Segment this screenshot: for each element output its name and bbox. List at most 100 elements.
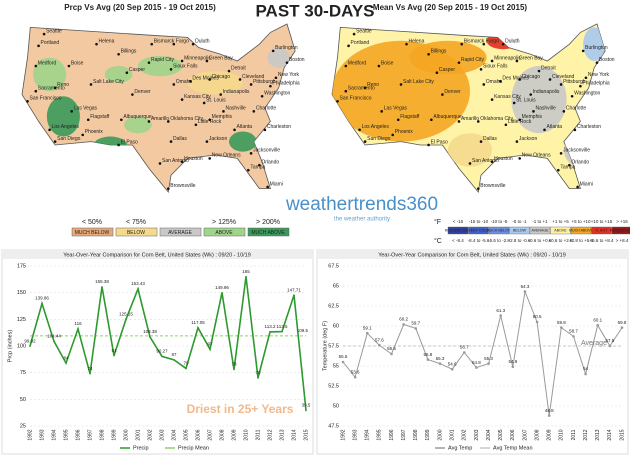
- city-label: Helena: [99, 38, 115, 44]
- city-label: Las Vegas: [74, 106, 98, 112]
- city-label: Oklahoma City: [170, 116, 203, 122]
- city-dot: [120, 118, 123, 122]
- city-label: Sacramento: [348, 86, 375, 92]
- city-label: Reno: [57, 82, 69, 88]
- city-label: Charlotte: [566, 106, 587, 112]
- city-label: Brownsville: [480, 183, 506, 189]
- x-tick-label: 1996: [389, 429, 395, 440]
- city-dot: [499, 79, 502, 83]
- city-label: Albuquerque: [123, 114, 152, 120]
- data-label: 165: [242, 269, 250, 274]
- map-region: [583, 27, 606, 61]
- city-label: Portland: [41, 40, 60, 46]
- x-tick-label: 2015: [303, 429, 309, 440]
- city-label: Phoenix: [395, 129, 414, 135]
- city-label: Atlanta: [547, 124, 563, 130]
- city-label: Billings: [121, 49, 137, 55]
- city-label: Jacksonville: [253, 148, 280, 154]
- city-dot: [180, 160, 184, 164]
- legend-swatch: [591, 226, 612, 235]
- city-label: San Diego: [57, 136, 81, 142]
- x-tick-label: 1993: [352, 429, 358, 440]
- data-point: [475, 366, 478, 369]
- city-dot: [559, 152, 563, 155]
- city-dot: [476, 120, 480, 123]
- city-label: Pittsburgh: [253, 79, 276, 85]
- city-dot: [479, 140, 483, 143]
- x-tick-label: 1999: [111, 429, 117, 440]
- legend-label: VERY COLD: [468, 228, 489, 232]
- city-label: Casper: [129, 67, 145, 73]
- legend-range: > +15: [616, 219, 628, 224]
- city-dot: [336, 99, 339, 103]
- data-point: [161, 355, 163, 358]
- x-tick-label: 2007: [207, 429, 213, 440]
- x-tick-label: 2008: [534, 429, 540, 440]
- city-label: Dallas: [173, 136, 187, 142]
- city-label: New York: [588, 72, 610, 78]
- map-region: [124, 116, 152, 134]
- legend-range: < 50%: [82, 219, 102, 226]
- city-label: Chicago: [212, 74, 231, 80]
- legend-unit: °C: [434, 237, 442, 245]
- city-dot: [352, 32, 356, 36]
- city-label: Sioux Falls: [173, 64, 198, 70]
- data-point: [414, 327, 418, 330]
- data-label: 61.3: [496, 308, 505, 313]
- data-label: 59.7: [411, 321, 420, 326]
- y-tick-label: 65: [333, 283, 339, 289]
- data-point: [608, 344, 612, 348]
- data-label: 48.8: [545, 408, 554, 413]
- city-label: Detroit: [541, 65, 556, 71]
- x-tick-label: 2001: [450, 429, 456, 440]
- data-label: 90.27: [156, 349, 168, 354]
- city-dot: [205, 140, 209, 143]
- x-tick-label: 2000: [437, 429, 443, 440]
- x-tick-label: 2002: [462, 429, 468, 440]
- x-tick-label: 2012: [583, 429, 589, 440]
- city-label: Indianapolis: [533, 89, 560, 95]
- x-tick-label: 1997: [87, 429, 93, 440]
- city-dot: [227, 69, 231, 73]
- city-label: Denver: [134, 89, 150, 95]
- city-dot: [515, 140, 519, 143]
- data-label: 125.15: [119, 311, 133, 316]
- city-label: Portland: [351, 40, 370, 46]
- city-dot: [457, 120, 461, 123]
- legend-range: < 75%: [126, 219, 146, 226]
- legend-range: +5.6 to +8.4: [589, 238, 614, 243]
- us-map: [21, 23, 296, 193]
- city-dot: [166, 120, 170, 123]
- city-label: San Francisco: [30, 96, 62, 102]
- data-label: 70: [255, 370, 261, 375]
- legend-range: +0.6 to +2.8: [548, 238, 573, 243]
- city-dot: [515, 59, 519, 63]
- data-point: [53, 340, 55, 343]
- city-label: Jacksonville: [563, 148, 590, 154]
- y-tick-label: 25: [20, 423, 26, 429]
- city-dot: [380, 110, 383, 113]
- y-tick-label: 175: [17, 263, 26, 269]
- data-point: [572, 335, 575, 338]
- legend-range: +10 to +15: [591, 219, 613, 224]
- legend-swatch: [570, 226, 592, 235]
- city-label: Duluth: [195, 38, 210, 44]
- y-tick-label: 62.5: [328, 303, 339, 309]
- city-dot: [147, 61, 151, 64]
- city-label: Helena: [409, 38, 425, 44]
- legend-swatch: [468, 226, 489, 235]
- header: PAST 30-DAYS: [255, 1, 374, 20]
- data-label: 55.3: [436, 356, 445, 361]
- legend-label: MUCH ABOVE: [569, 228, 594, 232]
- data-label: 99.92: [24, 338, 36, 343]
- mean-label: 109.5: [297, 328, 309, 333]
- city-dot: [391, 133, 395, 137]
- city-dot: [532, 110, 535, 113]
- city-dot: [430, 118, 433, 122]
- city-dot: [205, 59, 209, 63]
- city-dot: [512, 101, 516, 105]
- city-dot: [202, 101, 206, 105]
- x-tick-label: 2001: [135, 429, 141, 440]
- city-dot: [86, 118, 90, 122]
